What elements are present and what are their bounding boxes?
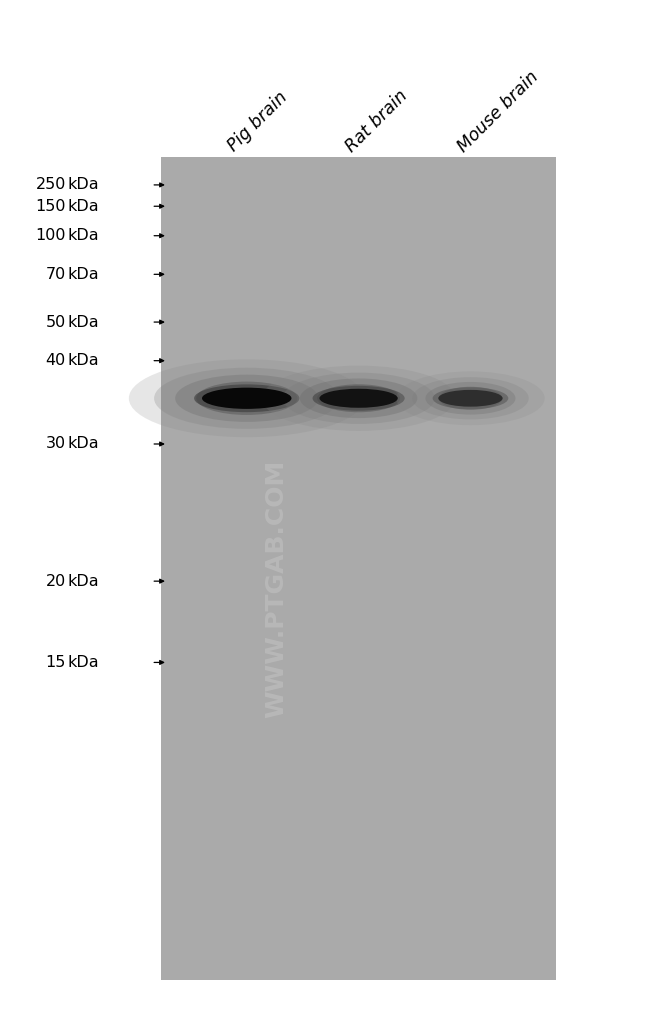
Ellipse shape: [194, 384, 299, 412]
Ellipse shape: [439, 387, 502, 409]
Text: 40: 40: [45, 354, 66, 368]
Ellipse shape: [426, 382, 515, 415]
Text: Mouse brain: Mouse brain: [455, 67, 542, 155]
Text: 70: 70: [45, 267, 66, 281]
Text: Pig brain: Pig brain: [224, 88, 291, 155]
Text: 30: 30: [45, 437, 66, 451]
Ellipse shape: [433, 387, 508, 409]
Text: kDa: kDa: [68, 354, 99, 368]
Ellipse shape: [129, 360, 365, 437]
Text: kDa: kDa: [68, 178, 99, 192]
Ellipse shape: [313, 386, 405, 410]
Ellipse shape: [262, 366, 455, 431]
Text: kDa: kDa: [68, 267, 99, 281]
Ellipse shape: [320, 389, 397, 407]
Text: kDa: kDa: [68, 315, 99, 329]
Text: 20: 20: [45, 574, 66, 588]
Ellipse shape: [196, 382, 297, 415]
Ellipse shape: [317, 384, 400, 412]
Ellipse shape: [175, 375, 318, 422]
Text: 50: 50: [45, 315, 66, 329]
Ellipse shape: [300, 378, 417, 419]
Text: kDa: kDa: [68, 437, 99, 451]
Text: WWW.PTGAB.COM: WWW.PTGAB.COM: [265, 460, 288, 718]
Text: kDa: kDa: [68, 229, 99, 243]
Ellipse shape: [396, 372, 545, 425]
Text: kDa: kDa: [68, 574, 99, 588]
Bar: [161, 157, 556, 980]
Ellipse shape: [438, 390, 503, 406]
Ellipse shape: [283, 373, 435, 424]
Ellipse shape: [154, 368, 340, 429]
Text: 15: 15: [45, 655, 66, 670]
Text: kDa: kDa: [68, 655, 99, 670]
Text: Rat brain: Rat brain: [343, 86, 412, 155]
Ellipse shape: [202, 388, 291, 408]
Ellipse shape: [412, 377, 529, 420]
Text: 250: 250: [36, 178, 66, 192]
Text: 150: 150: [36, 199, 66, 213]
Text: kDa: kDa: [68, 199, 99, 213]
Text: 100: 100: [36, 229, 66, 243]
